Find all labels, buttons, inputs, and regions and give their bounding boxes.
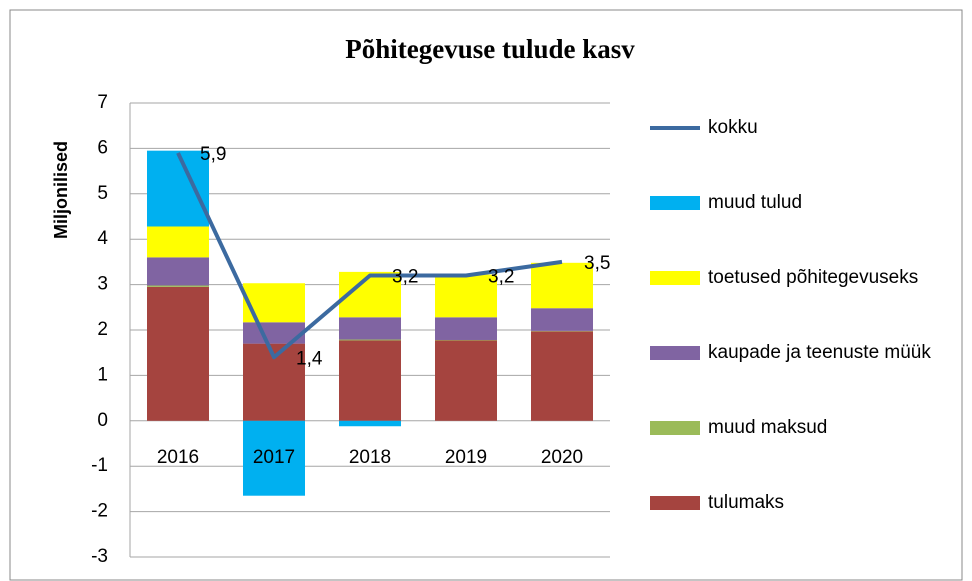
y-tick-label: -2: [91, 501, 108, 522]
bar-segment: [531, 308, 593, 331]
x-tick-label: 2019: [445, 447, 487, 468]
bar-segment: [339, 339, 401, 341]
x-tick-label: 2018: [349, 447, 391, 468]
y-tick-label: -3: [91, 546, 108, 567]
data-label: 3,2: [488, 267, 514, 288]
y-tick-label: -1: [91, 455, 108, 476]
bar-segment: [531, 262, 593, 309]
x-tick-label: 2016: [157, 447, 199, 468]
bar-segment: [339, 420, 401, 427]
legend-label: kaupade ja teenuste müük: [708, 342, 931, 363]
bar-segment: [147, 286, 209, 421]
bar-segment: [147, 150, 209, 227]
legend-swatch: [650, 421, 700, 435]
bar-segment: [339, 317, 401, 340]
x-tick-label: 2017: [253, 447, 295, 468]
legend-swatch: [650, 196, 700, 210]
legend-swatch: [650, 496, 700, 510]
bar-segment: [147, 285, 209, 287]
chart-title: Põhitegevuse tulude kasv: [345, 34, 635, 64]
data-label: 1,4: [296, 348, 323, 369]
y-tick-label: 3: [97, 274, 108, 295]
y-tick-label: 0: [97, 410, 108, 431]
y-tick-label: 6: [97, 137, 108, 158]
bar-segment: [435, 340, 497, 421]
data-label: 3,5: [584, 253, 610, 274]
y-tick-label: 1: [97, 364, 108, 385]
bar-segment: [147, 257, 209, 286]
legend-label: toetused põhitegevuseks: [708, 267, 918, 288]
data-label: 5,9: [200, 144, 226, 165]
y-axis-title: Miljonilised: [51, 141, 71, 239]
bar-segment: [531, 331, 593, 421]
y-tick-label: 2: [97, 319, 108, 340]
y-tick-label: 4: [97, 228, 108, 249]
bar-segment: [435, 274, 497, 318]
line: [176, 152, 563, 360]
legend-label: kokku: [708, 117, 758, 138]
bar-segment: [243, 283, 305, 323]
legend-label: tulumaks: [708, 492, 784, 513]
bar-segment: [339, 340, 401, 421]
legend-swatch: [650, 346, 700, 360]
data-label: 3,2: [392, 267, 418, 288]
y-tick-label: 5: [97, 183, 108, 204]
bar-segment: [147, 226, 209, 258]
y-tick-label: 7: [97, 92, 108, 113]
legend-swatch: [650, 271, 700, 285]
legend-label: muud maksud: [708, 417, 827, 438]
legend-label: muud tulud: [708, 192, 802, 213]
bar-segment: [243, 420, 305, 496]
x-tick-label: 2020: [541, 447, 583, 468]
bar-segment: [435, 317, 497, 340]
